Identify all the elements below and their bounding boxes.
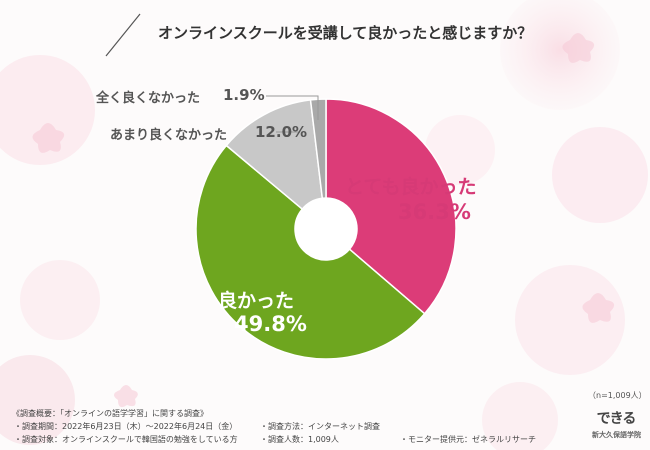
label-not-good: あまり良くなかった xyxy=(110,128,228,143)
sample-size-note: （n=1,009人） xyxy=(588,391,647,400)
label-very-good: とても良かった xyxy=(345,176,477,198)
survey-period: ・調査期間：2022年6月23日（木）～2022年6月24日（金） xyxy=(14,422,238,431)
leader-line-not-at-all xyxy=(266,95,319,120)
survey-heading: 《調査概要：「オンラインの語学学習」に関する調査》 xyxy=(12,409,208,418)
value-not-at-all: 1.9% xyxy=(223,86,265,104)
logo-name: 新大久保語学院 xyxy=(592,431,641,439)
chart-title: オンラインスクールを受講して良かったと感じますか？ xyxy=(158,24,533,42)
survey-provider: ・モニター提供元：ゼネラルリサーチ xyxy=(400,435,536,444)
survey-method: ・調査方法：インターネット調査 xyxy=(260,422,380,431)
survey-count: ・調査人数：1,009人 xyxy=(260,435,339,444)
label-not-at-all: 全く良くなかった xyxy=(96,91,201,106)
donut-hole xyxy=(295,198,357,260)
value-very-good: 36.3% xyxy=(398,200,471,224)
brand-logo: できる 新大久保語学院 xyxy=(592,408,641,440)
value-not-good: 12.0% xyxy=(255,123,308,141)
logo-mark: できる xyxy=(596,411,637,427)
value-good: 49.8% xyxy=(234,312,307,336)
survey-target: ・調査対象：オンラインスクールで韓国語の勉強をしている方 xyxy=(14,435,238,444)
label-good: 良かった xyxy=(218,290,295,312)
title-slash-decoration xyxy=(105,13,141,57)
